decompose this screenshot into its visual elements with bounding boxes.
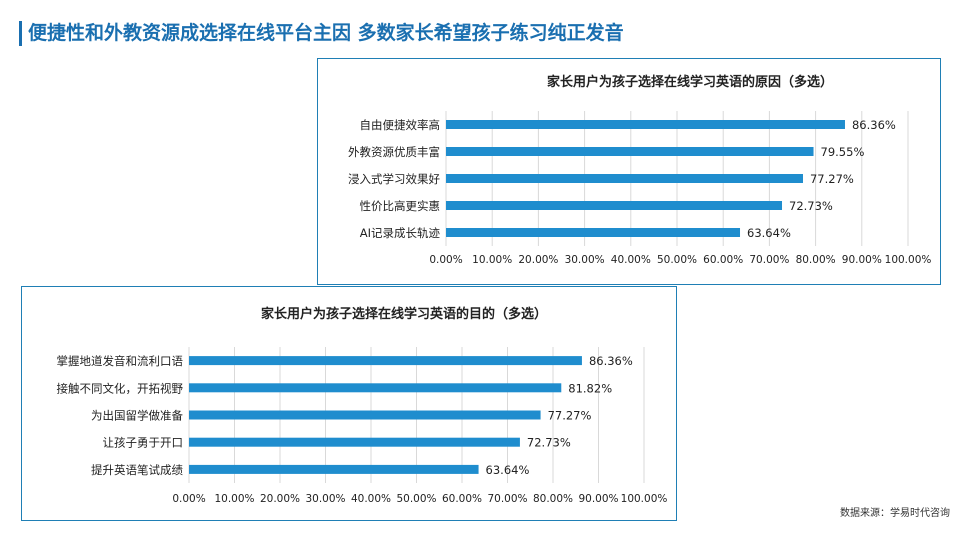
purposes-chart-category-label: 掌握地道发音和流利口语 — [57, 354, 184, 368]
reasons-chart-value-label: 77.27% — [810, 172, 854, 186]
purposes-chart-bar — [189, 437, 520, 447]
purposes-chart-tick-label: 20.00% — [260, 493, 300, 505]
reasons-chart-tick-label: 40.00% — [611, 254, 651, 266]
purposes-chart-tick-label: 50.00% — [396, 493, 436, 505]
reasons-chart-value-label: 72.73% — [789, 199, 833, 213]
reasons-chart-tick-label: 20.00% — [518, 254, 558, 266]
purposes-chart-svg: 家长用户为孩子选择在线学习英语的目的（多选） 0.00% 10.00% 20.00% 3… — [57, 306, 668, 505]
purposes-chart-tick-label: 100.00% — [621, 493, 668, 505]
reasons-chart-tick-label: 70.00% — [749, 254, 789, 266]
reasons-chart-category-label: 自由便捷效率高 — [360, 118, 441, 132]
reasons-chart-category-label: 外教资源优质丰富 — [348, 145, 440, 159]
reasons-chart-tick-label: 80.00% — [796, 254, 836, 266]
reasons-chart-tick-label: 10.00% — [472, 254, 512, 266]
reasons-chart-value-label: 79.55% — [821, 145, 865, 159]
reasons-chart-tick-label: 50.00% — [657, 254, 697, 266]
purposes-chart-tick-label: 0.00% — [172, 493, 205, 505]
purposes-chart-tick-label: 80.00% — [533, 493, 573, 505]
purposes-chart-category-label: 为出国留学做准备 — [91, 409, 183, 423]
purposes-chart-category-label: 提升英语笔试成绩 — [91, 463, 183, 477]
purposes-chart-tick-label: 90.00% — [578, 493, 618, 505]
purposes-chart-bar — [189, 410, 541, 420]
purposes-chart-tick-label: 70.00% — [487, 493, 527, 505]
purposes-chart-tick-label: 30.00% — [305, 493, 345, 505]
purposes-chart-category-label: 接触不同文化，开拓视野 — [57, 381, 184, 395]
purposes-chart-tick-label: 60.00% — [442, 493, 482, 505]
reasons-chart-bar — [446, 120, 845, 129]
reasons-chart-svg: 家长用户为孩子选择在线学习英语的原因（多选） 0.00% 10.00% 20.00% 3… — [348, 74, 932, 266]
purposes-chart-tick-label: 40.00% — [351, 493, 391, 505]
data-source-note: 数据来源：学易时代咨询 — [840, 508, 950, 519]
reasons-chart-tick-label: 0.00% — [429, 254, 462, 266]
reasons-chart-tick-label: 30.00% — [565, 254, 605, 266]
purposes-chart-bar — [189, 356, 582, 366]
reasons-chart-title: 家长用户为孩子选择在线学习英语的原因（多选） — [547, 74, 833, 90]
reasons-chart-value-label: 86.36% — [852, 118, 896, 132]
reasons-chart-category-label: AI记录成长轨迹 — [360, 226, 441, 240]
reasons-chart-category-label: 浸入式学习效果好 — [348, 172, 440, 186]
reasons-chart-bar — [446, 147, 814, 156]
reasons-chart-value-label: 63.64% — [747, 226, 791, 240]
purposes-chart-value-label: 86.36% — [589, 354, 633, 368]
purposes-chart-bar — [189, 464, 479, 474]
purposes-chart-value-label: 63.64% — [486, 463, 530, 477]
reasons-chart: 家长用户为孩子选择在线学习英语的原因（多选） 0.00% 10.00% 20.00% 3… — [317, 58, 941, 285]
purposes-chart-value-label: 77.27% — [548, 409, 592, 423]
title-accent-bar — [19, 21, 22, 46]
reasons-chart-bar — [446, 228, 741, 237]
reasons-chart-tick-label: 90.00% — [842, 254, 882, 266]
purposes-chart-tick-label: 10.00% — [214, 493, 254, 505]
reasons-chart-tick-label: 100.00% — [885, 254, 932, 266]
purposes-chart-value-label: 72.73% — [527, 436, 571, 450]
purposes-chart-title: 家长用户为孩子选择在线学习英语的目的（多选） — [261, 306, 547, 322]
purposes-chart-bar — [189, 383, 562, 393]
reasons-chart-bar — [446, 174, 803, 183]
page-title: 便捷性和外教资源成选择在线平台主因 多数家长希望孩子练习纯正发音 — [28, 22, 624, 44]
reasons-chart-category-label: 性价比高更实惠 — [360, 199, 441, 213]
purposes-chart-value-label: 81.82% — [568, 381, 612, 395]
purposes-chart-category-label: 让孩子勇于开口 — [103, 436, 184, 450]
purposes-chart: 家长用户为孩子选择在线学习英语的目的（多选） 0.00% 10.00% 20.00% 3… — [21, 286, 677, 521]
reasons-chart-bar — [446, 201, 783, 210]
reasons-chart-tick-label: 60.00% — [703, 254, 743, 266]
